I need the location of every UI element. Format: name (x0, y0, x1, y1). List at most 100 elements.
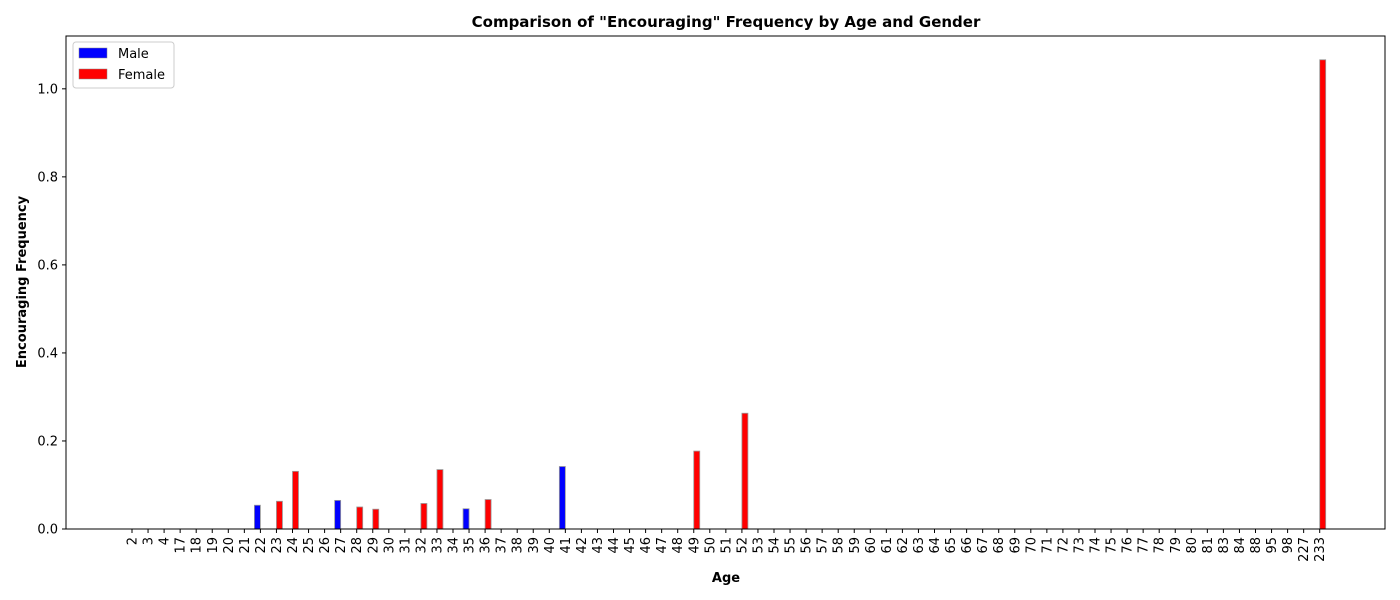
x-tick-label: 56 (800, 537, 815, 554)
x-tick-label: 37 (495, 537, 510, 554)
x-tick-label: 32 (414, 537, 429, 554)
x-tick-label: 25 (302, 537, 317, 554)
legend-label-female: Female (118, 68, 165, 83)
x-tick-label: 50 (703, 537, 718, 554)
x-tick-label: 233 (1313, 537, 1328, 562)
x-tick-label: 59 (848, 537, 863, 554)
legend-swatch-female (78, 68, 108, 80)
x-axis-label: Age (712, 571, 740, 586)
x-tick-label: 24 (286, 537, 301, 554)
bar-male-age-27 (334, 499, 342, 530)
x-tick-label: 63 (912, 537, 927, 554)
bar-female-age-233 (1319, 59, 1327, 530)
x-tick-label: 80 (1185, 537, 1200, 554)
x-tick-label: 34 (447, 537, 462, 554)
bar-female-age-28 (356, 506, 364, 530)
bar-female-age-52 (741, 412, 749, 530)
x-tick-label: 23 (270, 537, 285, 554)
x-tick-label: 58 (832, 537, 847, 554)
x-tick-label: 64 (928, 537, 943, 554)
x-tick-label: 40 (543, 537, 558, 554)
x-tick-label: 72 (1056, 537, 1071, 554)
x-tick-label: 65 (944, 537, 959, 554)
x-tick-label: 55 (784, 537, 799, 554)
x-tick-label: 84 (1233, 537, 1248, 554)
y-axis: 0.0 0.2 0.4 0.6 0.8 1.0 (37, 82, 66, 538)
x-tick-label: 30 (382, 537, 397, 554)
plot-area (253, 59, 1327, 530)
x-tick-label: 17 (174, 537, 189, 554)
x-tick-label: 19 (206, 537, 221, 554)
y-tick-label: 0.4 (37, 346, 58, 361)
x-tick-label: 31 (398, 537, 413, 554)
y-tick-label: 0.8 (37, 170, 58, 185)
x-tick-label: 28 (350, 537, 365, 554)
y-tick-label: 0.0 (37, 523, 58, 538)
x-tick-label: 42 (575, 537, 590, 554)
x-tick-label: 36 (479, 537, 494, 554)
x-tick-label: 20 (222, 537, 237, 554)
x-tick-label: 26 (318, 537, 333, 554)
x-tick-label: 2 (126, 537, 141, 545)
x-tick-label: 61 (880, 537, 895, 554)
x-axis: 2 3 4 17 18 19 20 21 22 23 24 25 26 27 28 29 30 31 32 33 34 3… (126, 529, 1328, 562)
x-tick-label: 71 (1040, 537, 1055, 554)
x-tick-label: 48 (671, 537, 686, 554)
x-tick-label: 88 (1249, 537, 1264, 554)
x-tick-label: 62 (896, 537, 911, 554)
y-tick-label: 1.0 (37, 82, 58, 97)
x-tick-label: 35 (463, 537, 478, 554)
x-tick-label: 76 (1121, 537, 1136, 554)
x-tick-label: 22 (254, 537, 269, 554)
x-tick-label: 69 (1008, 537, 1023, 554)
x-tick-label: 39 (527, 537, 542, 554)
x-tick-label: 27 (334, 537, 349, 554)
x-tick-label: 49 (687, 537, 702, 554)
x-tick-label: 83 (1217, 537, 1232, 554)
x-tick-label: 98 (1281, 537, 1296, 554)
x-tick-label: 68 (992, 537, 1007, 554)
bar-female-age-23 (276, 500, 283, 530)
x-tick-label: 78 (1153, 537, 1168, 554)
x-tick-label: 47 (655, 537, 670, 554)
x-tick-label: 51 (719, 537, 734, 554)
x-tick-label: 33 (430, 537, 445, 554)
x-tick-label: 74 (1089, 537, 1104, 554)
legend-label-male: Male (118, 47, 149, 62)
x-tick-label: 227 (1297, 537, 1312, 562)
x-tick-label: 75 (1105, 537, 1120, 554)
y-tick-label: 0.6 (37, 258, 58, 273)
legend: Male Female (72, 41, 175, 89)
x-tick-label: 81 (1201, 537, 1216, 554)
x-tick-label: 95 (1265, 537, 1280, 554)
bar-female-age-33 (436, 469, 444, 530)
x-tick-label: 4 (158, 537, 173, 545)
x-tick-label: 70 (1024, 537, 1039, 554)
x-tick-label: 46 (639, 537, 654, 554)
bar-female-age-24 (292, 470, 299, 530)
x-tick-label: 73 (1072, 537, 1087, 554)
x-tick-label: 67 (976, 537, 991, 554)
x-tick-label: 77 (1137, 537, 1152, 554)
x-tick-label: 18 (190, 537, 205, 554)
x-tick-label: 60 (864, 537, 879, 554)
x-tick-label: 79 (1169, 537, 1184, 554)
x-tick-label: 41 (559, 537, 574, 554)
x-tick-label: 57 (816, 537, 831, 554)
plot-frame (65, 35, 1386, 530)
bar-male-age-41 (558, 466, 566, 530)
x-tick-label: 52 (735, 537, 750, 554)
y-axis-label: Encouraging Frequency (15, 195, 30, 368)
x-tick-label: 3 (142, 537, 157, 545)
x-tick-label: 53 (751, 537, 766, 554)
bar-female-age-36 (484, 499, 492, 530)
x-tick-label: 21 (238, 537, 253, 554)
x-tick-label: 66 (960, 537, 975, 554)
bar-female-age-32 (420, 503, 428, 530)
y-tick-label: 0.2 (37, 434, 58, 449)
bar-male-age-22 (253, 504, 261, 530)
x-tick-label: 54 (768, 537, 783, 554)
chart-title: Comparison of "Encouraging" Frequency by… (472, 13, 981, 31)
x-tick-label: 29 (366, 537, 381, 554)
